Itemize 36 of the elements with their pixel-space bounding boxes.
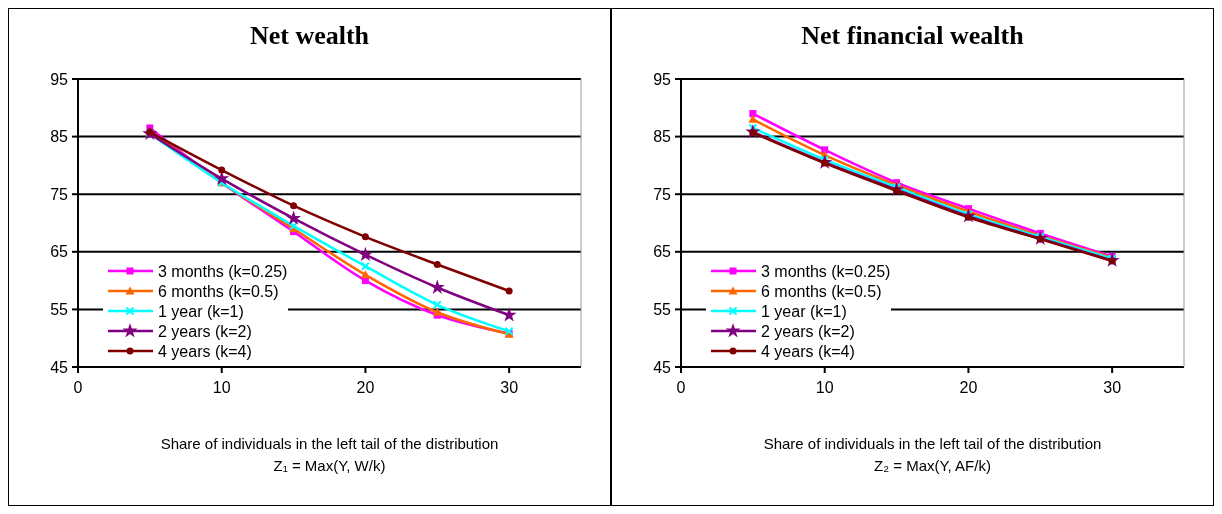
- legend-label: 4 years (k=4): [158, 342, 252, 360]
- x-tick-label: 20: [959, 379, 978, 396]
- y-tick-label: 45: [653, 358, 672, 376]
- y-tick-label: 75: [653, 185, 672, 203]
- x-axis-title: Share of individuals in the left tail of the distribution: [763, 435, 1102, 452]
- y-tick-label: 65: [50, 243, 69, 261]
- legend-label: 1 year (k=1): [158, 302, 244, 320]
- y-tick-label: 95: [50, 70, 69, 88]
- chart-title: Net wealth: [249, 21, 370, 50]
- legend-label: 6 months (k=0.5): [761, 282, 882, 300]
- y-tick-label: 65: [653, 243, 672, 261]
- x-tick-label: 0: [676, 379, 686, 396]
- y-tick-label: 45: [50, 358, 69, 376]
- legend-label: 4 years (k=4): [761, 342, 855, 360]
- x-axis-title: Share of individuals in the left tail of the distribution: [160, 435, 499, 452]
- y-tick-label: 85: [50, 128, 69, 146]
- y-tick-label: 55: [653, 301, 672, 318]
- y-tick-label: 85: [653, 128, 672, 146]
- x-tick-label: 30: [500, 379, 519, 396]
- legend-label: 2 years (k=2): [761, 322, 855, 340]
- x-tick-label: 10: [815, 379, 834, 396]
- y-tick-label: 75: [50, 185, 69, 203]
- text: Z₁ = Max(Y, W/k): [273, 457, 386, 474]
- legend-label: 3 months (k=0.25): [158, 262, 288, 280]
- legend-label: 1 year (k=1): [761, 302, 847, 320]
- legend-label: 6 months (k=0.5): [158, 282, 279, 300]
- legend-label: 2 years (k=2): [158, 322, 252, 340]
- x-tick-label: 0: [73, 379, 83, 396]
- legend-label: 3 months (k=0.25): [761, 262, 891, 280]
- x-tick-label: 30: [1103, 379, 1122, 396]
- y-tick-label: 95: [653, 70, 672, 88]
- x-tick-label: 10: [212, 379, 231, 396]
- chart-title: Net financial wealth: [801, 21, 1025, 50]
- y-tick-label: 55: [50, 301, 69, 318]
- text: Z₂ = Max(Y, AF/k): [874, 457, 991, 474]
- x-tick-label: 20: [356, 379, 375, 396]
